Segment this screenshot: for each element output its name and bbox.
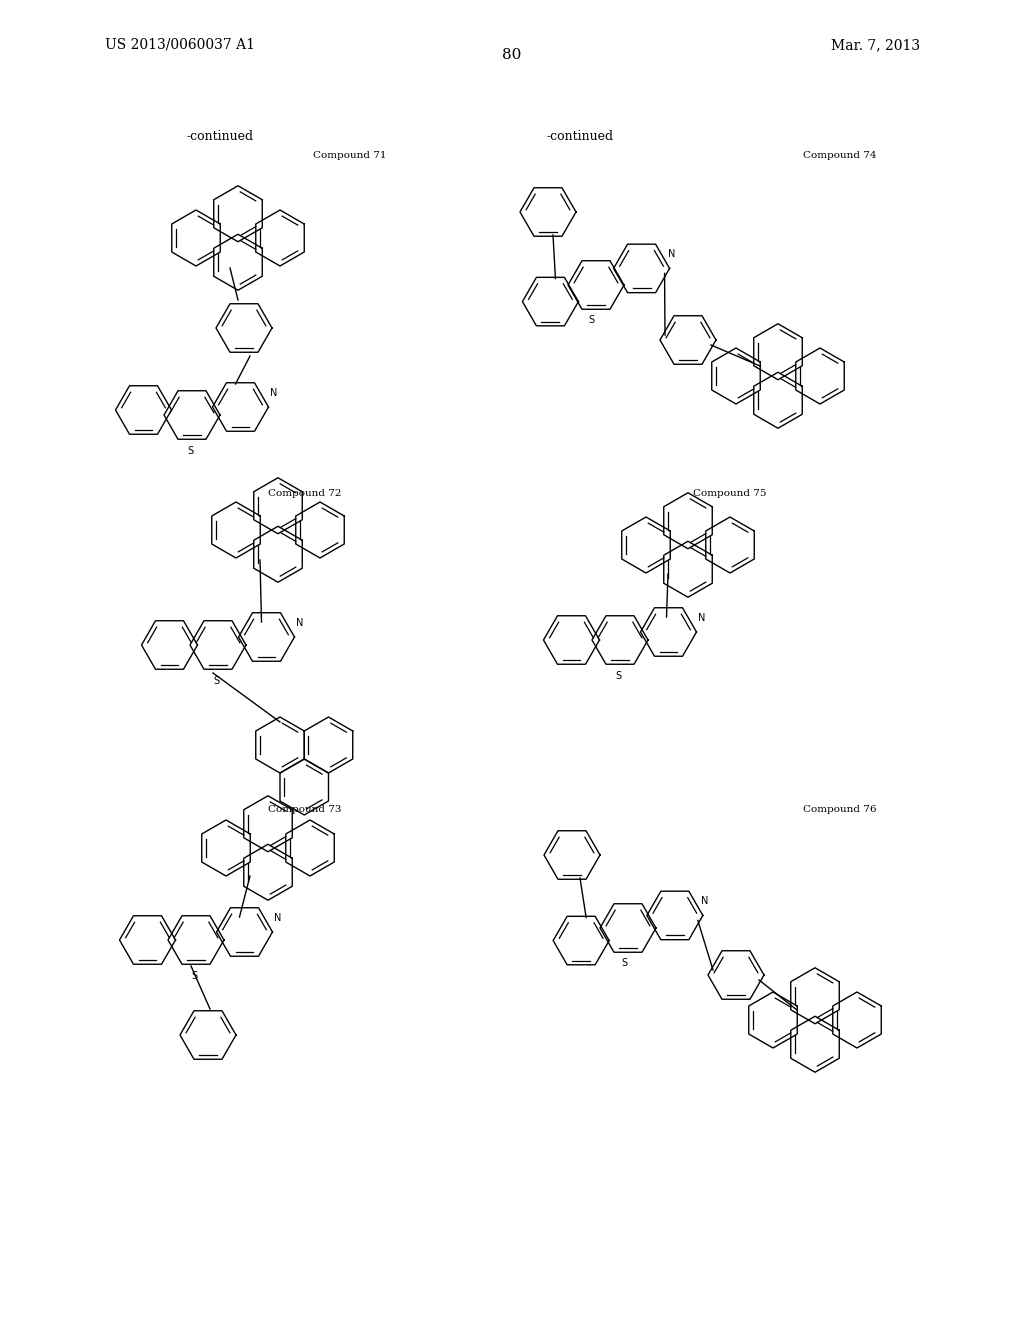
- Text: N: N: [269, 388, 278, 399]
- Text: -continued: -continued: [547, 131, 613, 144]
- Text: Compound 75: Compound 75: [693, 490, 767, 499]
- Text: S: S: [187, 446, 194, 455]
- Text: S: S: [615, 671, 622, 681]
- Text: N: N: [296, 618, 303, 628]
- Text: Compound 76: Compound 76: [803, 805, 877, 814]
- Text: -continued: -continued: [186, 131, 254, 144]
- Text: Compound 72: Compound 72: [268, 490, 342, 499]
- Text: N: N: [701, 896, 709, 907]
- Text: N: N: [273, 913, 282, 923]
- Text: N: N: [668, 249, 675, 260]
- Text: Compound 73: Compound 73: [268, 805, 342, 814]
- Text: N: N: [697, 612, 706, 623]
- Text: 80: 80: [503, 48, 521, 62]
- Text: S: S: [621, 958, 627, 968]
- Text: S: S: [213, 676, 219, 686]
- Text: Compound 71: Compound 71: [313, 150, 387, 160]
- Text: S: S: [190, 972, 197, 981]
- Text: Mar. 7, 2013: Mar. 7, 2013: [830, 38, 920, 51]
- Text: US 2013/0060037 A1: US 2013/0060037 A1: [105, 38, 255, 51]
- Text: Compound 74: Compound 74: [803, 150, 877, 160]
- Text: S: S: [588, 315, 594, 325]
